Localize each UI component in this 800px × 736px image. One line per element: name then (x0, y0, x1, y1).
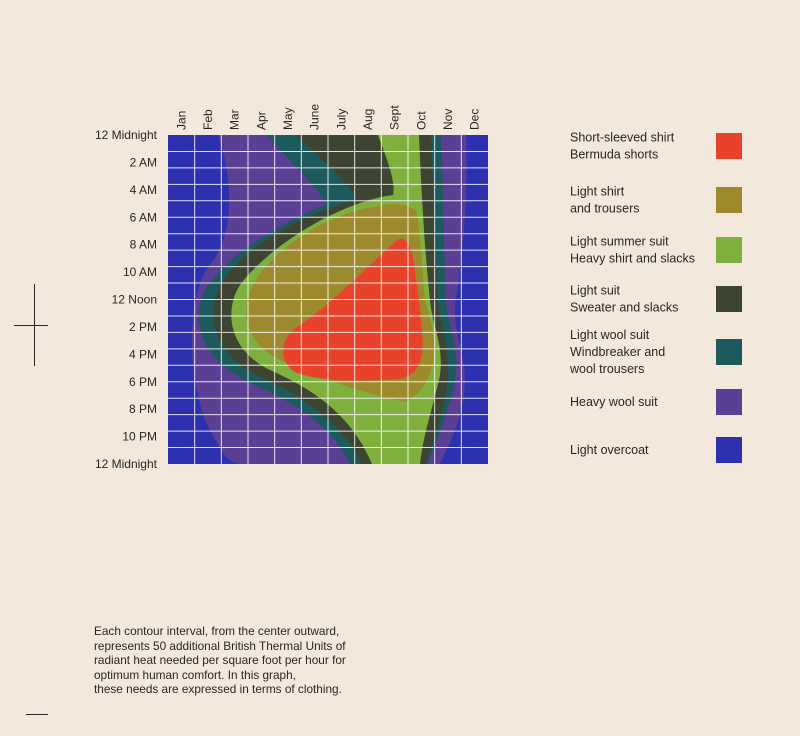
legend-label: Light summer suit (570, 235, 669, 249)
month-labels: Jan Feb Mar Apr May June July Aug Sept Oct Nov Dec (174, 104, 481, 130)
gridlines (168, 135, 488, 464)
month-tick-label: May (281, 107, 295, 130)
legend-swatch (716, 437, 742, 463)
caption-line: optimum human comfort. In this graph, (94, 667, 296, 682)
legend: Short-sleeved shirt Bermuda shorts Light s… (569, 131, 742, 463)
month-tick-label: Apr (254, 111, 268, 130)
legend-label: Light overcoat (570, 443, 649, 457)
time-tick-label: 2 PM (129, 320, 157, 334)
month-tick-label: Jan (174, 111, 188, 130)
month-tick-label: June (308, 104, 322, 130)
time-tick-label: 4 AM (130, 183, 157, 197)
legend-label: Heavy wool suit (570, 395, 658, 409)
legend-swatch (716, 286, 742, 312)
legend-swatch (716, 389, 742, 415)
corner-mark (26, 714, 48, 715)
legend-label: and trousers (570, 202, 639, 216)
legend-label: Heavy shirt and slacks (570, 252, 695, 266)
caption-line: radiant heat needed per square foot per … (94, 653, 346, 668)
legend-label: Light suit (570, 284, 621, 298)
month-tick-label: Dec (468, 109, 482, 130)
month-tick-label: Mar (228, 109, 242, 130)
month-tick-label: Aug (361, 109, 375, 130)
month-tick-label: July (334, 109, 348, 130)
month-tick-label: Nov (441, 109, 455, 130)
time-tick-label: 10 PM (122, 430, 157, 444)
legend-label: Short-sleeved shirt (570, 131, 675, 145)
time-tick-label: 8 PM (129, 402, 157, 416)
caption-line: Each contour interval, from the center o… (94, 624, 340, 638)
legend-label: Bermuda shorts (570, 148, 658, 162)
month-tick-label: Sept (388, 105, 402, 130)
time-tick-label: 6 AM (130, 210, 157, 224)
time-tick-label: 6 PM (129, 375, 157, 389)
legend-swatch (716, 133, 742, 159)
legend-label: wool trousers (569, 362, 644, 376)
month-tick-label: Oct (414, 111, 428, 130)
caption: Each contour interval, from the center o… (94, 624, 414, 697)
legend-label: Light wool suit (570, 328, 650, 342)
time-tick-label: 12 Noon (112, 293, 157, 307)
time-tick-label: 8 AM (130, 238, 157, 252)
time-tick-label: 2 AM (130, 155, 157, 169)
time-tick-label: 12 Midnight (95, 128, 158, 142)
time-labels: 12 Midnight 2 AM 4 AM 6 AM 8 AM 10 AM 12 Noon 2… (95, 128, 158, 471)
contour-level-7 (283, 238, 423, 381)
time-tick-label: 4 PM (129, 347, 157, 361)
caption-line: represents 50 additional British Thermal… (94, 638, 346, 653)
legend-label: Sweater and slacks (570, 301, 678, 315)
time-tick-label: 12 Midnight (95, 457, 158, 471)
registration-mark-horizontal (14, 325, 48, 326)
legend-label: Windbreaker and (570, 345, 665, 359)
legend-swatch (716, 187, 742, 213)
legend-swatch (716, 237, 742, 263)
month-tick-label: Feb (201, 109, 215, 130)
legend-label: Light shirt (570, 185, 625, 199)
legend-swatch (716, 339, 742, 365)
time-tick-label: 10 AM (123, 265, 157, 279)
caption-line: these needs are expressed in terms of cl… (94, 682, 342, 697)
